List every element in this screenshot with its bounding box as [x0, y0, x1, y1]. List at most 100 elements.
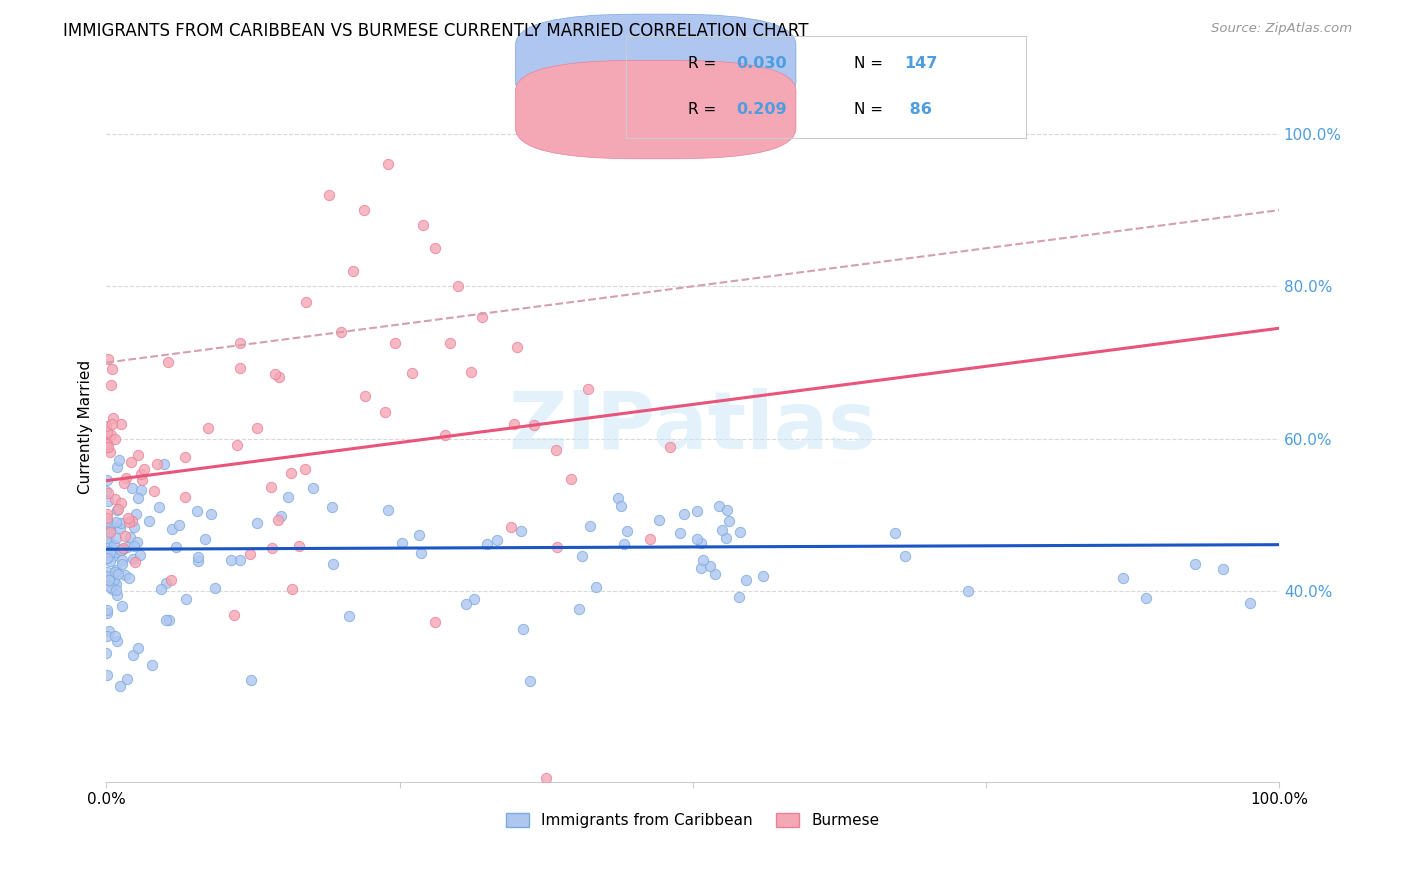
- Point: [129, 467, 152, 481]
- Point: [96, 483, 118, 498]
- Point: [98, 544, 121, 558]
- Point: [224, 607, 246, 622]
- FancyBboxPatch shape: [516, 61, 796, 159]
- Point: [125, 507, 148, 521]
- Text: IMMIGRANTS FROM CARIBBEAN VS BURMESE CURRENTLY MARRIED CORRELATION CHART: IMMIGRANTS FROM CARIBBEAN VS BURMESE CUR…: [63, 22, 808, 40]
- Point: [118, 530, 141, 544]
- Point: [127, 535, 149, 549]
- Point: [225, 437, 247, 451]
- Point: [1184, 557, 1206, 571]
- Point: [229, 553, 252, 567]
- Point: [194, 533, 217, 547]
- Point: [322, 558, 344, 572]
- Point: [148, 500, 170, 515]
- Point: [97, 527, 120, 541]
- Point: [200, 508, 222, 522]
- Point: [568, 601, 591, 615]
- Point: [114, 568, 136, 582]
- Point: [107, 501, 129, 516]
- Point: [616, 524, 638, 539]
- Point: [101, 417, 124, 431]
- Point: [354, 389, 377, 403]
- Point: [610, 499, 633, 513]
- Legend: Immigrants from Caribbean, Burmese: Immigrants from Caribbean, Burmese: [501, 807, 886, 834]
- Point: [117, 511, 139, 525]
- Point: [219, 553, 242, 567]
- Point: [447, 279, 470, 293]
- Point: [98, 535, 121, 549]
- Point: [692, 553, 714, 567]
- Point: [127, 448, 149, 462]
- Point: [668, 525, 690, 540]
- Point: [238, 547, 260, 561]
- Point: [434, 427, 457, 442]
- Point: [475, 537, 498, 551]
- Point: [149, 582, 172, 596]
- Point: [100, 428, 122, 442]
- Point: [114, 529, 136, 543]
- Point: [96, 646, 118, 660]
- Point: [412, 219, 434, 233]
- Point: [546, 540, 568, 554]
- Point: [176, 592, 198, 607]
- Point: [523, 418, 546, 433]
- Text: ZIPatlas: ZIPatlas: [509, 388, 877, 467]
- Point: [121, 481, 143, 495]
- Point: [110, 557, 132, 571]
- Point: [699, 558, 721, 573]
- Point: [711, 523, 734, 537]
- Point: [124, 555, 146, 569]
- Point: [576, 382, 599, 396]
- Point: [131, 473, 153, 487]
- Text: 86: 86: [904, 102, 932, 117]
- Point: [1135, 591, 1157, 606]
- Point: [121, 514, 143, 528]
- Point: [613, 537, 636, 551]
- Point: [735, 573, 758, 587]
- Point: [728, 590, 751, 604]
- Point: [318, 188, 340, 202]
- Point: [519, 673, 541, 688]
- Text: 147: 147: [904, 56, 938, 70]
- Point: [98, 554, 121, 568]
- Point: [152, 457, 174, 471]
- Point: [229, 336, 252, 351]
- Point: [127, 491, 149, 505]
- Point: [485, 533, 508, 548]
- Point: [423, 241, 446, 255]
- Point: [96, 436, 118, 450]
- Point: [138, 514, 160, 528]
- Point: [460, 365, 482, 379]
- Point: [132, 462, 155, 476]
- Point: [104, 577, 127, 591]
- Point: [571, 549, 593, 563]
- Point: [104, 583, 127, 598]
- Point: [100, 377, 122, 392]
- Point: [267, 369, 290, 384]
- Point: [107, 634, 129, 648]
- Point: [685, 504, 707, 518]
- Point: [97, 534, 120, 549]
- Point: [294, 294, 316, 309]
- Point: [342, 264, 364, 278]
- Point: [96, 603, 118, 617]
- Point: [112, 541, 135, 555]
- Point: [97, 485, 120, 500]
- Point: [374, 405, 396, 419]
- Point: [714, 531, 737, 545]
- Point: [122, 539, 145, 553]
- Point: [277, 491, 299, 505]
- Point: [264, 367, 287, 381]
- Point: [96, 425, 118, 439]
- Point: [579, 518, 602, 533]
- Point: [717, 514, 740, 528]
- Point: [751, 568, 773, 582]
- Point: [96, 514, 118, 528]
- Point: [101, 361, 124, 376]
- Point: [728, 524, 751, 539]
- Point: [246, 516, 269, 530]
- Point: [96, 440, 118, 454]
- Point: [96, 441, 118, 455]
- Text: 0.030: 0.030: [735, 56, 786, 70]
- Point: [509, 524, 531, 538]
